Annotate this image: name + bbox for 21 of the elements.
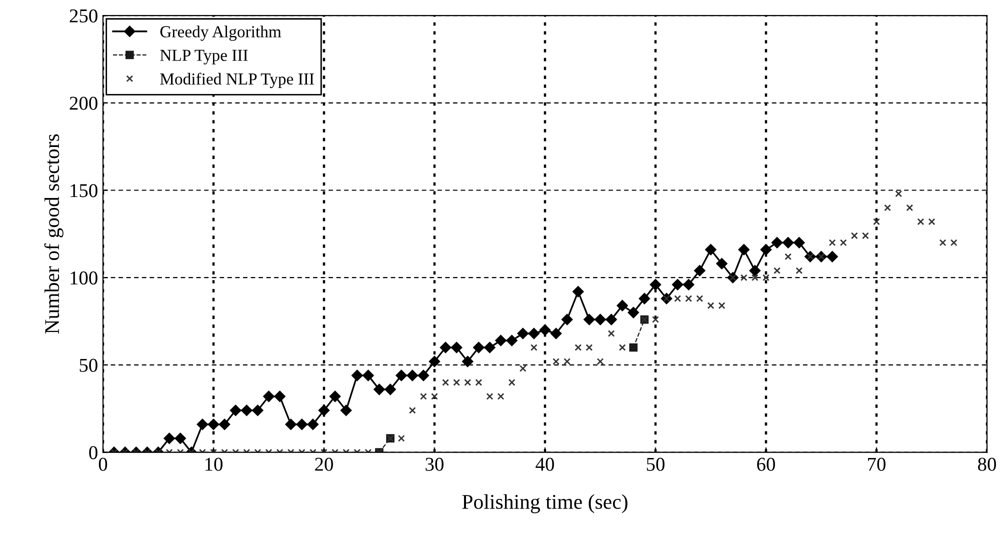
x-tick-label: 0	[98, 458, 108, 471]
x-tick-label: 30	[426, 458, 444, 471]
x-tick-label: 70	[868, 458, 886, 471]
y-tick-label: 0	[89, 446, 98, 460]
y-tick-label: 150	[70, 184, 98, 198]
y-axis-title: Number of good sectors	[44, 134, 64, 334]
x-tick-label: 20	[315, 458, 333, 471]
x-tick-label: 60	[757, 458, 775, 471]
x-tick-label: 80	[978, 458, 996, 471]
legend-label: Greedy Algorithm	[160, 26, 282, 41]
x-axis-title: Polishing time (sec)	[462, 494, 628, 514]
legend-label: Modified NLP Type III	[160, 72, 314, 88]
y-tick-label: 250	[70, 9, 98, 22]
legend-label: NLP Type III	[160, 50, 248, 64]
x-tick-label: 40	[536, 458, 554, 471]
y-tick-label: 200	[70, 96, 98, 110]
y-tick-label: 100	[70, 271, 98, 285]
x-tick-label: 10	[205, 458, 222, 471]
y-tick-label: 50	[80, 358, 98, 372]
point	[629, 343, 638, 352]
x-tick-label: 50	[646, 458, 664, 471]
